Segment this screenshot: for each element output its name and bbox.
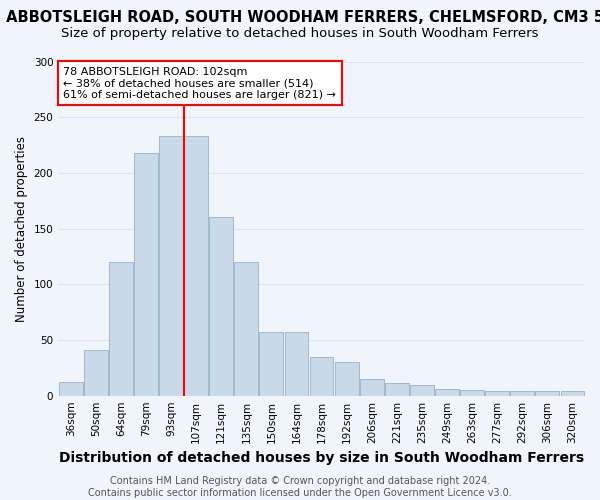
Bar xyxy=(460,390,484,396)
Bar xyxy=(134,153,158,396)
Bar xyxy=(360,379,383,396)
Text: Size of property relative to detached houses in South Woodham Ferrers: Size of property relative to detached ho… xyxy=(61,28,539,40)
Bar xyxy=(535,391,559,396)
Bar xyxy=(435,389,459,396)
Bar xyxy=(259,332,283,396)
Text: 78, ABBOTSLEIGH ROAD, SOUTH WOODHAM FERRERS, CHELMSFORD, CM3 5SS: 78, ABBOTSLEIGH ROAD, SOUTH WOODHAM FERR… xyxy=(0,10,600,25)
Bar xyxy=(109,262,133,396)
Bar xyxy=(84,350,108,396)
Bar xyxy=(335,362,359,396)
Bar xyxy=(511,391,534,396)
Bar xyxy=(184,136,208,396)
Text: Contains HM Land Registry data © Crown copyright and database right 2024.
Contai: Contains HM Land Registry data © Crown c… xyxy=(88,476,512,498)
X-axis label: Distribution of detached houses by size in South Woodham Ferrers: Distribution of detached houses by size … xyxy=(59,451,584,465)
Bar xyxy=(59,382,83,396)
Text: 78 ABBOTSLEIGH ROAD: 102sqm
← 38% of detached houses are smaller (514)
61% of se: 78 ABBOTSLEIGH ROAD: 102sqm ← 38% of det… xyxy=(64,66,337,100)
Bar xyxy=(159,136,183,396)
Bar xyxy=(385,384,409,396)
Bar xyxy=(284,332,308,396)
Bar xyxy=(235,262,258,396)
Bar xyxy=(209,218,233,396)
Bar xyxy=(310,356,334,396)
Y-axis label: Number of detached properties: Number of detached properties xyxy=(15,136,28,322)
Bar xyxy=(560,391,584,396)
Bar xyxy=(485,391,509,396)
Bar xyxy=(410,384,434,396)
